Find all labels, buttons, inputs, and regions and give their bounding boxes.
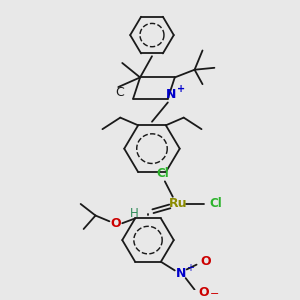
- Text: Cl: Cl: [209, 197, 222, 210]
- Text: O: O: [110, 217, 121, 230]
- Text: O: O: [198, 286, 209, 299]
- Text: N: N: [176, 267, 186, 280]
- Text: +: +: [177, 84, 185, 94]
- Text: O: O: [200, 255, 211, 268]
- Text: N: N: [166, 88, 176, 101]
- Text: −: −: [210, 290, 219, 299]
- Text: Ru: Ru: [169, 197, 187, 210]
- Text: H: H: [130, 207, 139, 220]
- Text: Cl: Cl: [157, 167, 169, 180]
- Text: +: +: [186, 262, 194, 272]
- Text: C: C: [115, 86, 124, 99]
